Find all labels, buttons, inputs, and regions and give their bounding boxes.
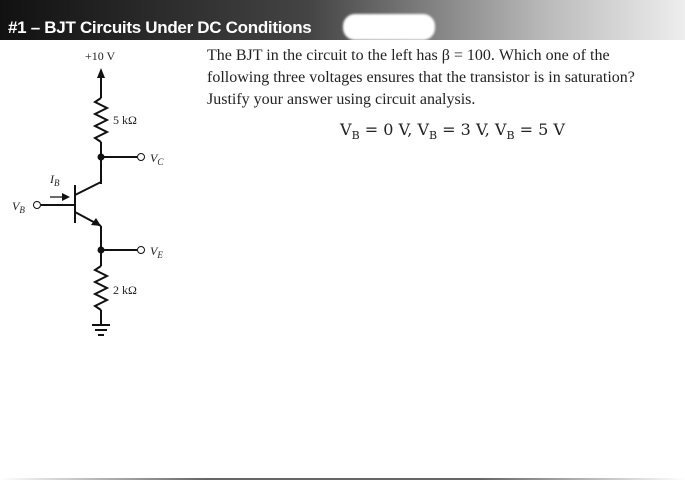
re-label: 2 kΩ [113,283,137,297]
option: VB = 5 V [494,120,565,143]
options: VB = 0 V, VB = 3 V, VB = 5 V [340,120,565,142]
circuit: +10 V 5 kΩ 2 kΩ VC VE VB IB [12,49,164,336]
question-line: The BJT in the circuit to the left has β… [207,47,610,64]
option: VB = 0 V, [340,120,418,143]
option: VB = 3 V, [417,120,495,143]
bottom-rule [0,478,685,480]
ve-label: VE [150,244,163,260]
option-subscript: B [351,129,360,143]
question-line: Justify your answer using circuit analys… [207,91,476,108]
option-symbol: V [340,120,352,139]
supply-label: +10 V [85,49,116,63]
question: The BJT in the circuit to the left has β… [207,45,635,111]
option-subscript: B [429,129,438,143]
option-subscript: B [506,129,515,143]
option-value: = 0 V, [359,120,418,139]
rc-label: 5 kΩ [113,113,137,127]
option-value: = 3 V, [437,120,495,139]
question-line: following three voltages ensures that th… [207,69,635,86]
header-title: #1 – BJT Circuits Under DC Conditions [8,18,312,37]
vb-label: VB [12,199,25,215]
option-value: = 5 V [514,120,565,139]
redaction [343,14,435,40]
option-symbol: V [494,120,507,139]
option-symbol: V [417,120,429,139]
ib-label: IB [49,172,60,188]
header-bar: #1 – BJT Circuits Under DC Conditions [0,0,685,40]
vc-label: VC [150,151,164,167]
